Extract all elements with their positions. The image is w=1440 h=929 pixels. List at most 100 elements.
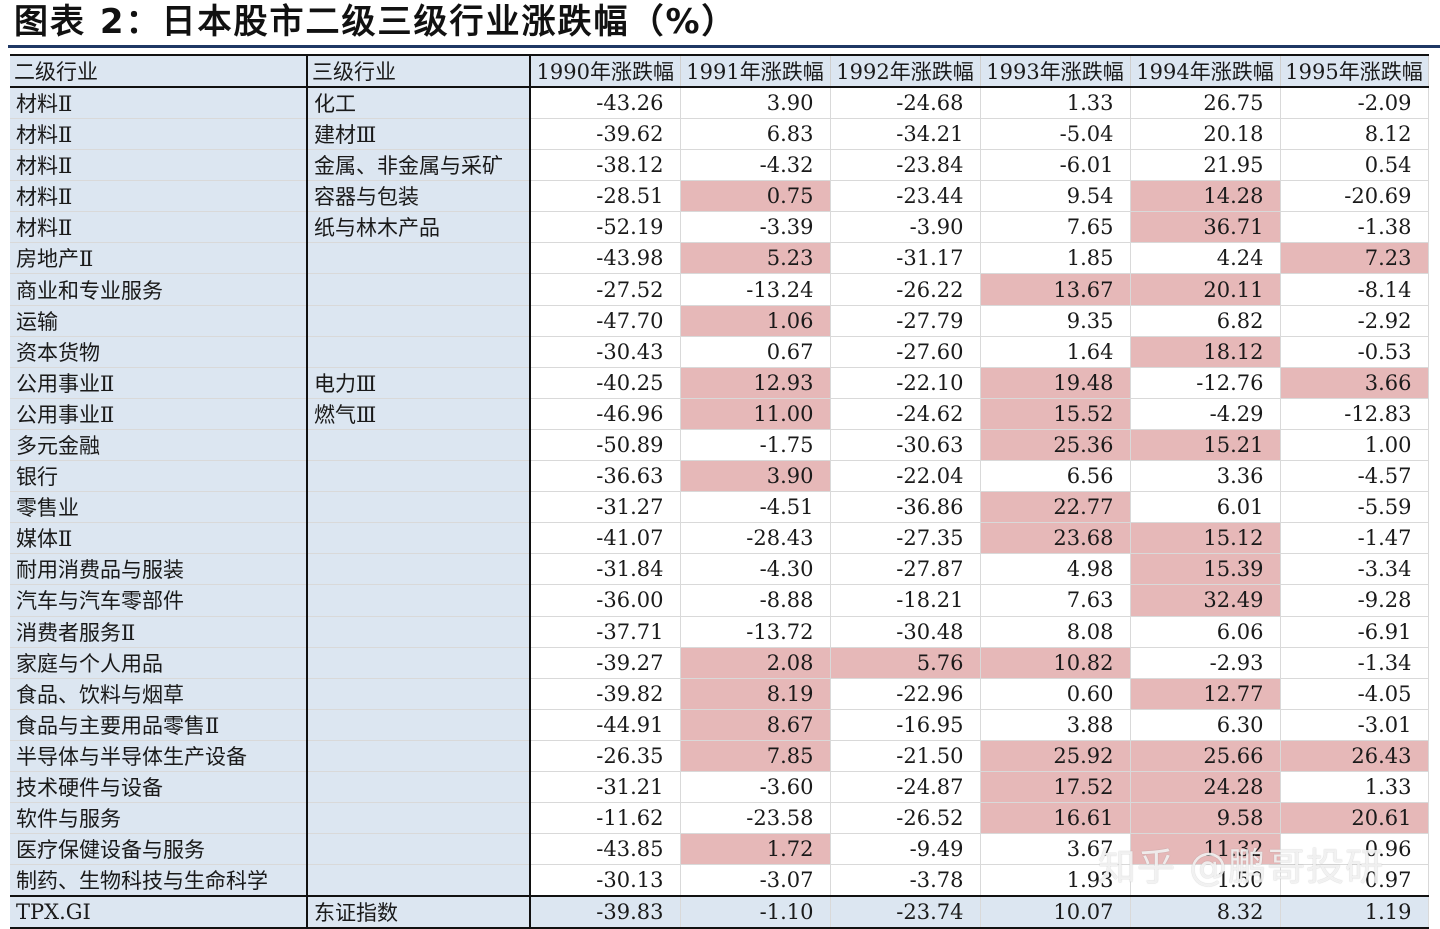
level3-industry bbox=[306, 802, 531, 835]
table-row: 技术硬件与设备 -31.21 -3.60 -24.87 17.52 24.28 1.33 bbox=[10, 771, 1429, 804]
return-cell: -30.48 bbox=[830, 616, 981, 648]
level2-industry: 材料Ⅱ bbox=[10, 211, 307, 244]
return-cell: -3.01 bbox=[1280, 709, 1429, 741]
return-cell: -13.24 bbox=[680, 273, 831, 306]
table-row: 公用事业Ⅱ 燃气Ⅲ -46.96 11.00 -24.62 15.52 -4.29 -12.8… bbox=[10, 398, 1429, 430]
return-cell: -23.44 bbox=[830, 180, 981, 213]
return-cell: 18.12 bbox=[1130, 336, 1281, 368]
return-cell: -6.01 bbox=[980, 149, 1131, 182]
return-cell: 13.67 bbox=[980, 273, 1131, 306]
return-cell: -31.27 bbox=[530, 491, 681, 524]
return-cell: -28.43 bbox=[680, 522, 831, 555]
table-body: 材料Ⅱ 化工 -43.26 3.90 -24.68 1.33 26.75 -2.09 材料Ⅱ 建材… bbox=[10, 87, 1429, 929]
return-cell: -23.58 bbox=[680, 802, 831, 835]
return-cell: -47.70 bbox=[530, 305, 681, 337]
return-cell: -3.60 bbox=[680, 771, 831, 804]
level2-industry: 医疗保健设备与服务 bbox=[10, 833, 307, 866]
level2-industry: 房地产Ⅱ bbox=[10, 242, 307, 275]
return-cell: -6.91 bbox=[1280, 616, 1429, 648]
return-cell: -4.30 bbox=[680, 553, 831, 586]
level3-industry bbox=[306, 336, 531, 368]
table-row: 材料Ⅱ 金属、非金属与采矿 -38.12 -4.32 -23.84 -6.01 21.95 0… bbox=[10, 149, 1429, 182]
return-cell: -43.98 bbox=[530, 242, 681, 275]
return-cell: -0.53 bbox=[1280, 336, 1429, 368]
return-cell: -3.78 bbox=[830, 864, 981, 897]
return-cell: 8.19 bbox=[680, 678, 831, 710]
return-cell: -1.47 bbox=[1280, 522, 1429, 555]
return-cell: -1.75 bbox=[680, 429, 831, 462]
return-cell: 7.85 bbox=[680, 740, 831, 772]
level3-industry bbox=[306, 305, 531, 337]
table-row: 运输 -47.70 1.06 -27.79 9.35 6.82 -2.92 bbox=[10, 305, 1429, 337]
return-cell: 1.00 bbox=[1280, 429, 1429, 462]
return-cell: -2.93 bbox=[1130, 647, 1281, 679]
return-cell: 25.92 bbox=[980, 740, 1131, 772]
return-cell: 15.21 bbox=[1130, 429, 1281, 462]
level3-industry bbox=[306, 429, 531, 462]
return-cell: -38.12 bbox=[530, 149, 681, 182]
return-cell: 10.82 bbox=[980, 647, 1131, 679]
return-cell: 24.28 bbox=[1130, 771, 1281, 804]
return-cell: 0.60 bbox=[980, 678, 1131, 710]
return-cell: 20.18 bbox=[1130, 118, 1281, 151]
return-cell: 4.98 bbox=[980, 553, 1131, 586]
return-cell: -27.79 bbox=[830, 305, 981, 337]
return-cell: -24.87 bbox=[830, 771, 981, 804]
return-cell: -22.04 bbox=[830, 460, 981, 493]
industry-returns-table: 二级行业 三级行业 1990年涨跌幅 1991年涨跌幅 1992年涨跌幅 199… bbox=[10, 54, 1429, 929]
return-cell: 6.56 bbox=[980, 460, 1131, 493]
level2-industry: 软件与服务 bbox=[10, 802, 307, 835]
return-cell: -26.22 bbox=[830, 273, 981, 306]
return-cell: 3.88 bbox=[980, 709, 1131, 741]
return-cell: -31.17 bbox=[830, 242, 981, 275]
return-cell: 6.06 bbox=[1130, 616, 1281, 648]
level2-industry: 资本货物 bbox=[10, 336, 307, 368]
return-cell: -27.60 bbox=[830, 336, 981, 368]
return-cell: 1.64 bbox=[980, 336, 1131, 368]
level2-industry: 食品、饮料与烟草 bbox=[10, 678, 307, 710]
index-return-cell: -23.74 bbox=[830, 895, 981, 929]
header-1994: 1994年涨跌幅 bbox=[1130, 54, 1281, 88]
return-cell: -21.50 bbox=[830, 740, 981, 772]
return-cell: -23.84 bbox=[830, 149, 981, 182]
return-cell: 3.90 bbox=[680, 87, 831, 119]
level3-industry bbox=[306, 584, 531, 617]
return-cell: 7.65 bbox=[980, 211, 1131, 244]
level3-industry bbox=[306, 616, 531, 648]
return-cell: 22.77 bbox=[980, 491, 1131, 524]
return-cell: 15.39 bbox=[1130, 553, 1281, 586]
return-cell: -31.21 bbox=[530, 771, 681, 804]
return-cell: -44.91 bbox=[530, 709, 681, 741]
table-row: 材料Ⅱ 纸与林木产品 -52.19 -3.39 -3.90 7.65 36.71 -1.38 bbox=[10, 211, 1429, 244]
return-cell: 16.61 bbox=[980, 802, 1131, 835]
return-cell: -22.10 bbox=[830, 367, 981, 399]
return-cell: 23.68 bbox=[980, 522, 1131, 555]
return-cell: -46.96 bbox=[530, 398, 681, 430]
return-cell: -8.88 bbox=[680, 584, 831, 617]
return-cell: -1.34 bbox=[1280, 647, 1429, 679]
return-cell: -26.35 bbox=[530, 740, 681, 772]
table-row: 银行 -36.63 3.90 -22.04 6.56 3.36 -4.57 bbox=[10, 460, 1429, 493]
return-cell: -4.05 bbox=[1280, 678, 1429, 710]
table-row: 医疗保健设备与服务 -43.85 1.72 -9.49 3.67 11.32 0.96 bbox=[10, 833, 1429, 866]
table-row: 消费者服务Ⅱ -37.71 -13.72 -30.48 8.08 6.06 -6.91 bbox=[10, 616, 1429, 648]
return-cell: -16.95 bbox=[830, 709, 981, 741]
level3-industry: 纸与林木产品 bbox=[306, 211, 531, 244]
return-cell: -39.27 bbox=[530, 647, 681, 679]
return-cell: 9.35 bbox=[980, 305, 1131, 337]
return-cell: -4.32 bbox=[680, 149, 831, 182]
level2-industry: 运输 bbox=[10, 305, 307, 337]
return-cell: 19.48 bbox=[980, 367, 1131, 399]
table-row: 资本货物 -30.43 0.67 -27.60 1.64 18.12 -0.53 bbox=[10, 336, 1429, 368]
return-cell: 11.00 bbox=[680, 398, 831, 430]
header-1992: 1992年涨跌幅 bbox=[830, 54, 981, 88]
return-cell: -2.09 bbox=[1280, 87, 1429, 119]
level2-industry: 耐用消费品与服装 bbox=[10, 553, 307, 586]
return-cell: -12.76 bbox=[1130, 367, 1281, 399]
level3-industry bbox=[306, 709, 531, 741]
return-cell: 8.08 bbox=[980, 616, 1131, 648]
index-return-cell: 1.19 bbox=[1280, 895, 1429, 929]
level3-industry bbox=[306, 771, 531, 804]
table-row: 房地产Ⅱ -43.98 5.23 -31.17 1.85 4.24 7.23 bbox=[10, 242, 1429, 275]
level2-industry: 多元金融 bbox=[10, 429, 307, 462]
